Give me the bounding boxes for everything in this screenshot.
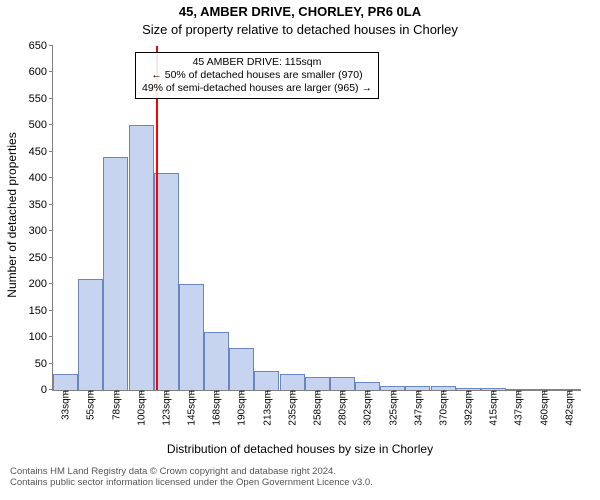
y-tick-mark (49, 71, 53, 72)
y-tick-label: 100 (7, 331, 53, 343)
x-tick-label: 145sqm (185, 390, 198, 426)
info-box-line: 45 AMBER DRIVE: 115sqm (142, 56, 372, 69)
histogram-bar (556, 389, 581, 390)
histogram-bar (305, 377, 330, 390)
y-tick-label: 300 (7, 225, 53, 237)
info-box-line: 49% of semi-detached houses are larger (… (142, 82, 372, 95)
x-tick-label: 392sqm (462, 390, 475, 426)
histogram-bar (78, 279, 103, 390)
y-tick-mark (49, 283, 53, 284)
y-tick-label: 500 (7, 119, 53, 131)
x-tick-label: 302sqm (361, 390, 374, 426)
y-tick-label: 150 (7, 305, 53, 317)
y-tick-label: 550 (7, 93, 53, 105)
y-tick-label: 0 (7, 384, 53, 396)
histogram-bar (531, 389, 556, 390)
x-tick-label: 325sqm (386, 390, 399, 426)
y-tick-label: 650 (7, 40, 53, 52)
y-tick-mark (49, 151, 53, 152)
histogram-bar (129, 125, 154, 390)
y-tick-label: 600 (7, 66, 53, 78)
footer-text: Contains HM Land Registry data © Crown c… (10, 466, 373, 489)
y-tick-label: 400 (7, 172, 53, 184)
y-tick-mark (49, 45, 53, 46)
histogram-bar (179, 284, 204, 390)
x-tick-label: 55sqm (84, 390, 97, 420)
y-tick-mark (49, 98, 53, 99)
x-tick-label: 100sqm (134, 390, 147, 426)
x-axis-label: Distribution of detached houses by size … (0, 442, 600, 456)
chart-plot-area: 0501001502002503003504004505005506006503… (52, 46, 581, 391)
y-tick-label: 200 (7, 278, 53, 290)
histogram-bar (456, 388, 481, 390)
y-tick-label: 50 (7, 358, 53, 370)
histogram-bar (405, 386, 430, 390)
x-tick-label: 437sqm (512, 390, 525, 426)
y-tick-mark (49, 310, 53, 311)
x-tick-label: 347sqm (411, 390, 424, 426)
x-tick-label: 258sqm (311, 390, 324, 426)
y-tick-label: 250 (7, 252, 53, 264)
x-tick-label: 370sqm (436, 390, 449, 426)
chart-container: 45, AMBER DRIVE, CHORLEY, PR6 0LA Size o… (0, 0, 600, 500)
x-tick-label: 123sqm (159, 390, 172, 426)
x-tick-label: 190sqm (235, 390, 248, 426)
histogram-bar (229, 348, 254, 390)
histogram-bar (481, 388, 506, 390)
histogram-bar (53, 374, 78, 390)
chart-subtitle: Size of property relative to detached ho… (0, 22, 600, 37)
x-tick-label: 280sqm (336, 390, 349, 426)
y-tick-label: 350 (7, 199, 53, 211)
histogram-bar (431, 386, 456, 390)
histogram-bar (103, 157, 128, 390)
histogram-bar (380, 386, 405, 390)
x-tick-label: 213sqm (260, 390, 273, 426)
histogram-bar (355, 382, 380, 390)
y-tick-mark (49, 230, 53, 231)
x-tick-label: 78sqm (109, 390, 122, 420)
y-tick-mark (49, 204, 53, 205)
x-tick-label: 235sqm (285, 390, 298, 426)
x-tick-label: 168sqm (210, 390, 223, 426)
histogram-bar (506, 389, 531, 390)
x-tick-label: 33sqm (59, 390, 72, 420)
x-tick-label: 482sqm (562, 390, 575, 426)
y-tick-mark (49, 363, 53, 364)
y-tick-label: 450 (7, 146, 53, 158)
info-box-line: ← 50% of detached houses are smaller (97… (142, 69, 372, 82)
histogram-bar (280, 374, 305, 390)
footer-line-1: Contains HM Land Registry data © Crown c… (10, 466, 373, 477)
footer-line-2: Contains public sector information licen… (10, 477, 373, 488)
y-tick-mark (49, 124, 53, 125)
y-tick-mark (49, 177, 53, 178)
histogram-bar (204, 332, 229, 390)
y-tick-mark (49, 257, 53, 258)
histogram-bar (330, 377, 355, 390)
histogram-bar (254, 371, 279, 390)
y-tick-mark (49, 336, 53, 337)
x-tick-label: 460sqm (537, 390, 550, 426)
chart-title: 45, AMBER DRIVE, CHORLEY, PR6 0LA (0, 4, 600, 19)
info-box: 45 AMBER DRIVE: 115sqm← 50% of detached … (135, 52, 379, 99)
x-tick-label: 415sqm (487, 390, 500, 426)
